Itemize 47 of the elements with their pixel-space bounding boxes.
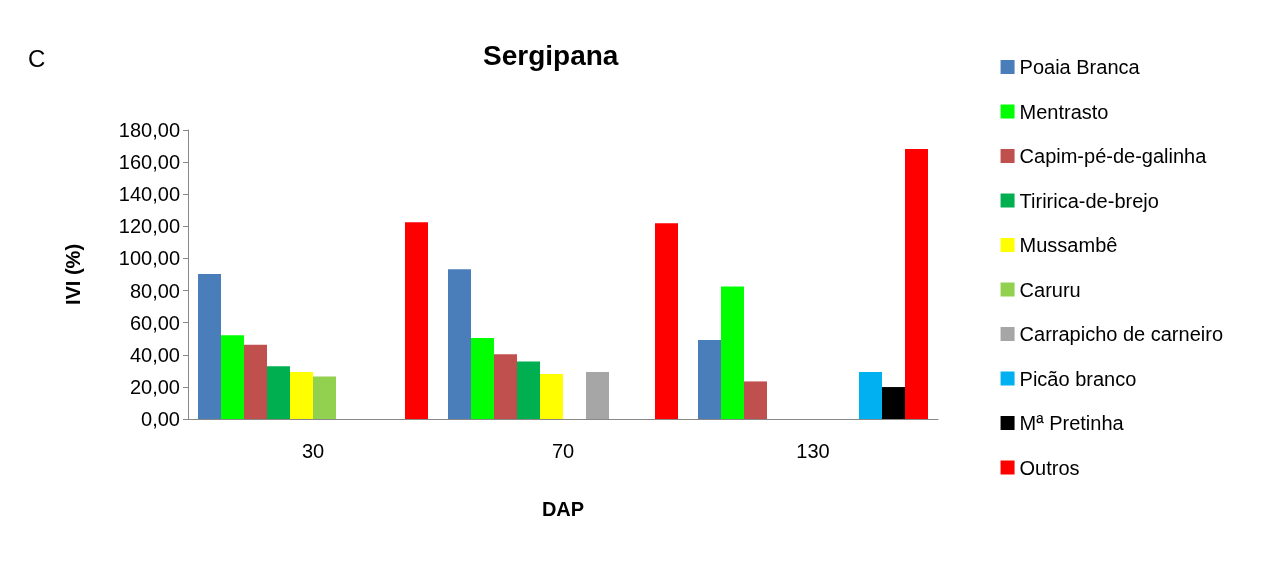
bar — [517, 361, 540, 419]
y-axis-title: IVI (%) — [62, 243, 84, 306]
y-tick-label: 0,00 — [141, 408, 180, 430]
legend-label: Mussambê — [1019, 234, 1118, 256]
y-tick-label: 160,00 — [118, 151, 180, 174]
legend-label: Capim-pé-de-galinha — [1019, 145, 1208, 167]
legend-label: Carrapicho de carneiro — [1019, 323, 1223, 345]
bar — [198, 274, 221, 419]
bar — [859, 371, 882, 419]
y-tick-label: 40,00 — [129, 343, 180, 366]
bar — [471, 338, 494, 419]
legend-label: Poaia Branca — [1019, 56, 1141, 78]
bar — [540, 373, 563, 419]
y-tick-label: 100,00 — [118, 247, 180, 270]
y-tick-label: 20,00 — [129, 375, 180, 398]
bar — [655, 223, 678, 419]
bar — [744, 381, 767, 419]
x-axis-title: DAP — [541, 498, 585, 520]
bar — [448, 269, 471, 419]
text: C — [28, 44, 46, 72]
x-tick-label: 130 — [796, 440, 830, 462]
bar — [313, 376, 336, 419]
bar — [721, 286, 744, 419]
bar — [494, 354, 517, 419]
chart-title: Sergipana — [483, 39, 619, 71]
y-tick-label: 80,00 — [129, 279, 180, 302]
bar — [244, 344, 267, 419]
legend-label: Tiririca-de-brejo — [1019, 189, 1159, 212]
legend-label: Mª Pretinha — [1019, 412, 1125, 434]
legend-label: Caruru — [1019, 278, 1081, 301]
bar — [290, 371, 313, 419]
y-tick-label: 180,00 — [118, 119, 180, 141]
legend-label: Mentrasto — [1019, 100, 1109, 123]
y-tick-label: 120,00 — [118, 215, 180, 238]
legend-label: Outros — [1019, 456, 1080, 479]
x-tick-label: 70 — [551, 440, 575, 462]
legend-label: Picão branco — [1019, 367, 1137, 390]
bar — [586, 371, 609, 419]
bar — [698, 340, 721, 419]
bar — [405, 222, 428, 419]
bar — [882, 387, 905, 419]
bar — [905, 148, 928, 419]
y-tick-label: 60,00 — [129, 311, 180, 334]
y-tick-label: 140,00 — [118, 183, 180, 206]
bar — [221, 335, 244, 419]
bar — [267, 366, 290, 419]
x-tick-label: 30 — [301, 440, 325, 462]
